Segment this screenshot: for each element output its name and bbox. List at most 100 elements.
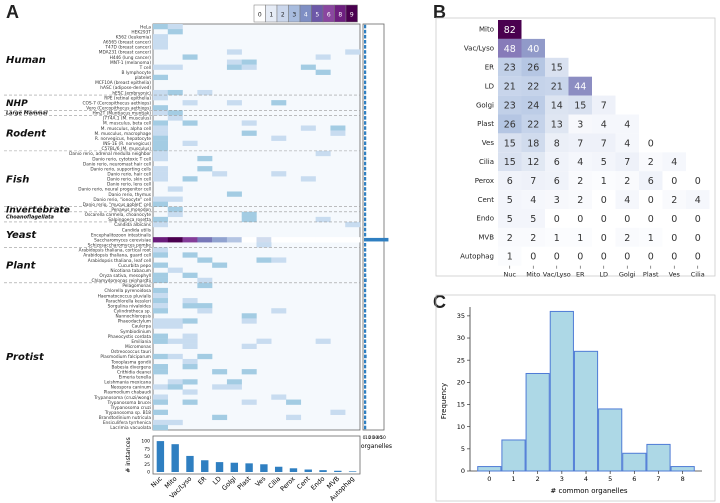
heatmap-cell — [153, 384, 168, 390]
x-tick-label: 0 — [487, 475, 491, 483]
heatmap-cell — [197, 353, 213, 360]
heatmap-cell — [330, 125, 346, 131]
x-tick-label: 2 — [536, 475, 540, 483]
matrix-cell — [568, 227, 592, 247]
matrix-value: 15 — [504, 138, 516, 149]
matrix-value: 15 — [574, 100, 586, 111]
group-label: Yeast — [6, 230, 37, 241]
species-label: Leishmania mexicana — [104, 380, 151, 386]
heatmap-cell — [345, 221, 361, 228]
matrix-cell — [545, 227, 569, 247]
matrix-value: 0 — [601, 195, 607, 206]
matrix-cell — [521, 38, 545, 58]
side-bar — [364, 202, 367, 206]
column-label: Golgi — [220, 475, 238, 493]
organelles-per-species-bars — [364, 24, 389, 430]
side-bar — [364, 324, 367, 328]
heatmap-cell — [153, 221, 168, 228]
heatmap-cell — [256, 242, 272, 248]
heatmap-cell — [182, 54, 198, 60]
matrix-cell — [498, 95, 522, 115]
side-bar — [364, 369, 367, 374]
side-bar — [364, 263, 367, 267]
matrix-cell — [615, 190, 639, 209]
heatmap-cell — [167, 379, 183, 385]
scale-tick: 9 — [350, 12, 354, 19]
side-bar — [364, 405, 367, 409]
side-bar — [364, 354, 367, 359]
matrix-value: 2 — [577, 176, 583, 187]
column-label: Ves — [254, 474, 268, 488]
side-bar — [364, 24, 367, 29]
column-label: LD — [599, 271, 608, 278]
species-label: Lacrimia vacuolata — [110, 425, 151, 431]
bottom-bar — [201, 460, 209, 472]
matrix-cell — [592, 209, 616, 228]
matrix-cell — [615, 171, 639, 191]
side-bar — [364, 344, 367, 349]
species-per-organelle-bars — [156, 441, 357, 472]
matrix-value: 1 — [577, 233, 583, 244]
x-tick-label: 4 — [584, 475, 588, 483]
heatmap-cell — [182, 358, 198, 365]
bottom-axis-label: # instances — [125, 437, 132, 472]
heatmap-cell — [153, 64, 168, 70]
matrix-cell — [686, 209, 710, 228]
species-label: Ostreococcus tauri — [111, 349, 151, 355]
heatmap-cell — [153, 39, 168, 45]
matrix-cell — [498, 76, 522, 96]
matrix-cell — [521, 95, 545, 115]
matrix-cell — [568, 209, 592, 228]
matrix-cell — [662, 171, 686, 191]
species-label: Salpingoeca rosetta — [108, 217, 151, 223]
side-bar — [364, 288, 367, 293]
side-bar — [364, 136, 367, 140]
species-label: Saccharomyces cerevisiae — [94, 237, 151, 243]
side-bar — [364, 364, 367, 369]
heatmap-cell — [153, 237, 168, 243]
matrix-value: 22 — [527, 82, 539, 93]
heatmap-cell — [153, 262, 168, 268]
species-label: Danio rerio, adrenal medulla neighbor — [69, 151, 151, 157]
matrix-cell — [545, 76, 569, 96]
matrix-value: 15 — [504, 157, 516, 168]
heatmap-cell — [167, 186, 183, 192]
species-label: Candida utilis — [122, 227, 152, 233]
matrix-cell — [568, 95, 592, 115]
matrix-value: 82 — [504, 25, 516, 36]
matrix-cell — [498, 152, 522, 172]
matrix-cell — [545, 190, 569, 209]
matrix-value: 7 — [601, 138, 607, 149]
species-label: Plasmodium falciparum — [100, 354, 151, 360]
bottom-bar — [156, 441, 165, 472]
heatmap-cell — [271, 394, 287, 400]
species-label: Chlorella pyrenoidosa — [104, 288, 151, 294]
side-bar — [364, 410, 367, 415]
side-tick: 50 — [380, 435, 386, 441]
matrix-cell — [498, 246, 522, 266]
heatmap-cell — [226, 384, 242, 390]
bottom-bar — [245, 463, 253, 472]
heatmap-cell — [167, 353, 183, 360]
species-label: K562 (leukemia) — [116, 34, 152, 40]
species-label: Plasmodium chabaudi — [104, 390, 151, 396]
matrix-cell — [686, 246, 710, 266]
matrix-cell — [615, 209, 639, 228]
bottom-bar — [171, 444, 179, 472]
heatmap-cell — [182, 140, 198, 146]
group-separators — [4, 94, 360, 284]
side-bar — [364, 151, 367, 156]
species-label: Trypanosoma cruzi — [110, 405, 151, 411]
side-bar — [364, 395, 367, 399]
matrix-value: 0 — [671, 214, 677, 225]
x-tick-label: 8 — [681, 475, 685, 483]
heatmap-cell — [226, 59, 242, 65]
histogram-bar — [477, 466, 502, 472]
species-label: Trypanosoma sp. B18 — [104, 410, 151, 416]
heatmap-cell — [315, 69, 331, 75]
matrix-value: 5 — [530, 214, 536, 225]
y-tick-label: 25 — [457, 356, 465, 364]
heatmap-cell — [153, 145, 168, 152]
side-bar — [364, 329, 367, 333]
